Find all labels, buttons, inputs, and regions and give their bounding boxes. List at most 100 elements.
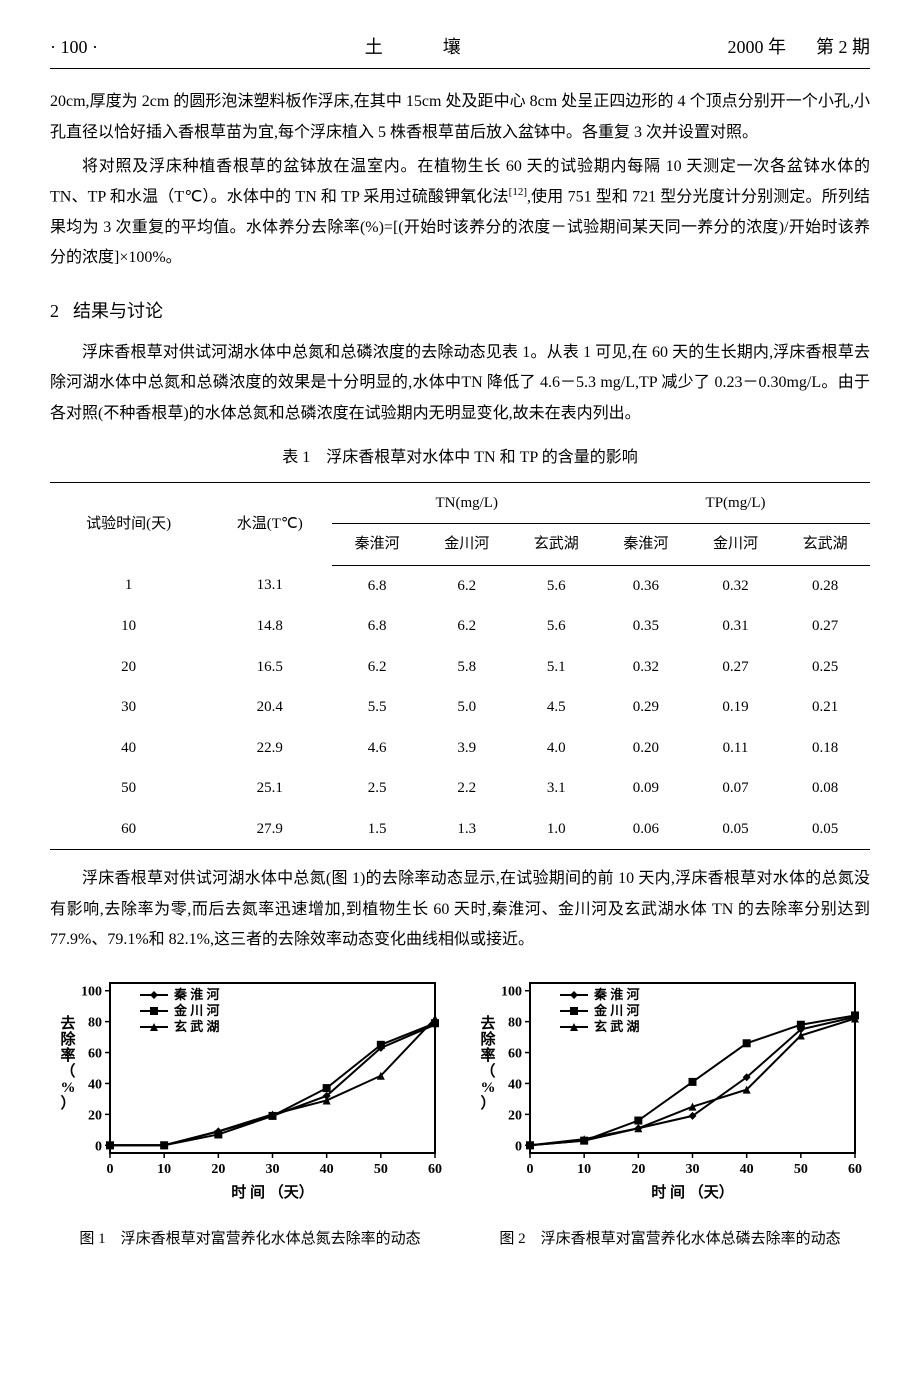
- table-cell: 6.2: [422, 606, 512, 647]
- svg-text:10: 10: [157, 1162, 171, 1177]
- table-cell: 0.32: [601, 647, 691, 688]
- svg-text:30: 30: [686, 1162, 700, 1177]
- table-cell: 60: [50, 809, 207, 850]
- th-qh2: 秦淮河: [601, 524, 691, 566]
- table-cell: 0.05: [691, 809, 781, 850]
- table-cell: 0.06: [601, 809, 691, 850]
- svg-text:80: 80: [508, 1016, 522, 1031]
- paragraph-4: 浮床香根草对供试河湖水体中总氮(图 1)的去除率动态显示,在试验期间的前 10 …: [50, 864, 870, 955]
- th-xw2: 玄武湖: [780, 524, 870, 566]
- charts-row: 0204060801000102030405060时 间 （天）去除率（%）秦 …: [50, 973, 870, 1214]
- table-cell: 0.20: [601, 728, 691, 769]
- figure-2: 0204060801000102030405060时 间 （天）去除率（%）秦 …: [470, 973, 870, 1214]
- table-cell: 6.2: [422, 565, 512, 606]
- svg-text:40: 40: [320, 1162, 334, 1177]
- table-cell: 20: [50, 647, 207, 688]
- table-cell: 0.35: [601, 606, 691, 647]
- table-cell: 30: [50, 687, 207, 728]
- table-caption: 表 1 浮床香根草对水体中 TN 和 TP 的含量的影响: [50, 443, 870, 473]
- section-number: 2: [50, 301, 59, 321]
- svg-text:40: 40: [508, 1078, 522, 1093]
- svg-text:20: 20: [508, 1109, 522, 1124]
- table-cell: 5.6: [512, 565, 602, 606]
- data-table: 试验时间(天) 水温(T℃) TN(mg/L) TP(mg/L) 秦淮河 金川河…: [50, 482, 870, 851]
- svg-text:60: 60: [428, 1162, 442, 1177]
- table-cell: 22.9: [207, 728, 332, 769]
- issue: 第 2 期: [816, 30, 870, 64]
- svg-text:玄 武 湖: 玄 武 湖: [594, 1019, 640, 1034]
- table-cell: 0.21: [780, 687, 870, 728]
- figure-1: 0204060801000102030405060时 间 （天）去除率（%）秦 …: [50, 973, 450, 1214]
- svg-text:50: 50: [794, 1162, 808, 1177]
- page-header: · 100 · 土壤 2000 年 第 2 期: [50, 30, 870, 69]
- table-cell: 5.5: [332, 687, 422, 728]
- table-cell: 3.9: [422, 728, 512, 769]
- figure-captions: 图 1 浮床香根草对富营养化水体总氮去除率的动态 图 2 浮床香根草对富营养化水…: [50, 1225, 870, 1254]
- th-xw1: 玄武湖: [512, 524, 602, 566]
- svg-text:40: 40: [88, 1078, 102, 1093]
- table-cell: 4.0: [512, 728, 602, 769]
- table-cell: 5.6: [512, 606, 602, 647]
- svg-text:金 川 河: 金 川 河: [593, 1003, 640, 1018]
- table-cell: 1.5: [332, 809, 422, 850]
- section-title-text: 结果与讨论: [73, 301, 163, 321]
- svg-text:玄 武 湖: 玄 武 湖: [174, 1019, 220, 1034]
- paragraph-1: 20cm,厚度为 2cm 的圆形泡沫塑料板作浮床,在其中 15cm 处及距中心 …: [50, 87, 870, 148]
- table-cell: 0.11: [691, 728, 781, 769]
- table-cell: 6.8: [332, 565, 422, 606]
- svg-text:时 间 （天）: 时 间 （天）: [651, 1183, 734, 1201]
- svg-text:20: 20: [631, 1162, 645, 1177]
- th-qh1: 秦淮河: [332, 524, 422, 566]
- table-cell: 4.6: [332, 728, 422, 769]
- table-cell: 40: [50, 728, 207, 769]
- svg-text:0: 0: [107, 1162, 114, 1177]
- svg-text:0: 0: [515, 1140, 522, 1155]
- th-jc1: 金川河: [422, 524, 512, 566]
- table-cell: 0.27: [780, 606, 870, 647]
- svg-text:60: 60: [848, 1162, 862, 1177]
- table-cell: 0.36: [601, 565, 691, 606]
- svg-text:60: 60: [88, 1047, 102, 1062]
- svg-text:时 间 （天）: 时 间 （天）: [231, 1183, 314, 1201]
- table-cell: 0.09: [601, 768, 691, 809]
- table-cell: 0.29: [601, 687, 691, 728]
- page-number: · 100 ·: [50, 30, 98, 64]
- table-cell: 1.0: [512, 809, 602, 850]
- table-cell: 0.28: [780, 565, 870, 606]
- table-cell: 1: [50, 565, 207, 606]
- citation-ref: [12]: [509, 186, 527, 198]
- th-time: 试验时间(天): [50, 482, 207, 565]
- svg-text:60: 60: [508, 1047, 522, 1062]
- paragraph-2: 将对照及浮床种植香根草的盆钵放在温室内。在植物生长 60 天的试验期内每隔 10…: [50, 152, 870, 274]
- fig2-caption: 图 2 浮床香根草对富营养化水体总磷去除率的动态: [470, 1225, 870, 1254]
- svg-text:去除率（%）: 去除率（%）: [60, 1014, 76, 1112]
- th-jc2: 金川河: [691, 524, 781, 566]
- table-cell: 5.1: [512, 647, 602, 688]
- table-cell: 1.3: [422, 809, 512, 850]
- table-cell: 0.32: [691, 565, 781, 606]
- table-cell: 5.8: [422, 647, 512, 688]
- table-cell: 6.8: [332, 606, 422, 647]
- svg-text:50: 50: [374, 1162, 388, 1177]
- table-cell: 2.5: [332, 768, 422, 809]
- th-tn: TN(mg/L): [332, 482, 601, 524]
- table-cell: 13.1: [207, 565, 332, 606]
- table-cell: 0.31: [691, 606, 781, 647]
- paragraph-3: 浮床香根草对供试河湖水体中总氮和总磷浓度的去除动态见表 1。从表 1 可见,在 …: [50, 338, 870, 429]
- svg-text:金 川 河: 金 川 河: [173, 1003, 220, 1018]
- svg-text:10: 10: [577, 1162, 591, 1177]
- table-cell: 14.8: [207, 606, 332, 647]
- table-cell: 0.05: [780, 809, 870, 850]
- table-cell: 0.07: [691, 768, 781, 809]
- table-cell: 0.08: [780, 768, 870, 809]
- svg-text:20: 20: [211, 1162, 225, 1177]
- svg-text:0: 0: [527, 1162, 534, 1177]
- table-cell: 4.5: [512, 687, 602, 728]
- table-cell: 0.25: [780, 647, 870, 688]
- journal-title: 土壤: [305, 30, 521, 64]
- svg-text:80: 80: [88, 1016, 102, 1031]
- svg-text:秦 淮 河: 秦 淮 河: [173, 987, 220, 1002]
- year: 2000 年: [728, 30, 787, 64]
- table-cell: 27.9: [207, 809, 332, 850]
- table-cell: 0.18: [780, 728, 870, 769]
